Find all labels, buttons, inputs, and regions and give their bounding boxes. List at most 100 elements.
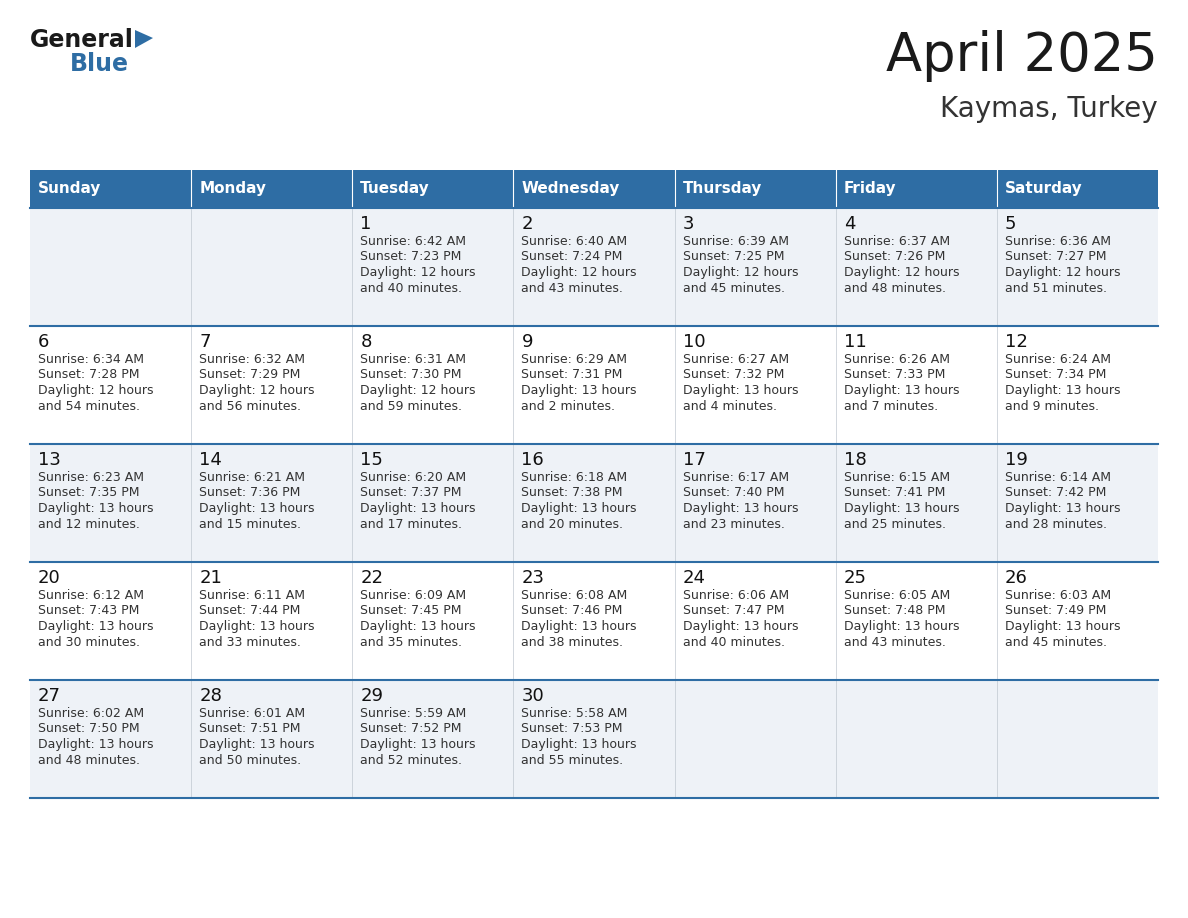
Text: and 45 minutes.: and 45 minutes. xyxy=(683,282,784,295)
Text: Sunrise: 6:27 AM: Sunrise: 6:27 AM xyxy=(683,353,789,366)
Text: Sunset: 7:33 PM: Sunset: 7:33 PM xyxy=(843,368,946,382)
Text: Daylight: 13 hours: Daylight: 13 hours xyxy=(38,620,153,633)
Text: and 55 minutes.: and 55 minutes. xyxy=(522,754,624,767)
Text: 12: 12 xyxy=(1005,333,1028,351)
Text: Sunset: 7:29 PM: Sunset: 7:29 PM xyxy=(200,368,301,382)
Text: and 28 minutes.: and 28 minutes. xyxy=(1005,518,1107,531)
Text: Sunset: 7:23 PM: Sunset: 7:23 PM xyxy=(360,251,462,263)
Bar xyxy=(30,170,191,208)
Text: Sunset: 7:35 PM: Sunset: 7:35 PM xyxy=(38,487,139,499)
Text: Daylight: 13 hours: Daylight: 13 hours xyxy=(843,384,959,397)
Text: 13: 13 xyxy=(38,451,61,469)
Text: 7: 7 xyxy=(200,333,210,351)
Text: Daylight: 12 hours: Daylight: 12 hours xyxy=(843,266,959,279)
Text: General: General xyxy=(30,28,134,52)
Text: Daylight: 13 hours: Daylight: 13 hours xyxy=(522,502,637,515)
Text: Sunrise: 6:08 AM: Sunrise: 6:08 AM xyxy=(522,589,627,602)
Text: 5: 5 xyxy=(1005,215,1017,233)
Text: Sunset: 7:31 PM: Sunset: 7:31 PM xyxy=(522,368,623,382)
Text: 28: 28 xyxy=(200,687,222,705)
Text: Sunset: 7:53 PM: Sunset: 7:53 PM xyxy=(522,722,623,735)
Text: Blue: Blue xyxy=(70,52,129,76)
Text: and 7 minutes.: and 7 minutes. xyxy=(843,399,937,412)
Text: and 2 minutes.: and 2 minutes. xyxy=(522,399,615,412)
Text: and 51 minutes.: and 51 minutes. xyxy=(1005,282,1107,295)
Text: Daylight: 13 hours: Daylight: 13 hours xyxy=(38,738,153,751)
Text: Sunset: 7:32 PM: Sunset: 7:32 PM xyxy=(683,368,784,382)
Text: Sunrise: 6:12 AM: Sunrise: 6:12 AM xyxy=(38,589,144,602)
Text: and 50 minutes.: and 50 minutes. xyxy=(200,754,302,767)
Text: Wednesday: Wednesday xyxy=(522,182,620,196)
Text: 22: 22 xyxy=(360,569,384,587)
Text: Daylight: 13 hours: Daylight: 13 hours xyxy=(360,502,475,515)
Bar xyxy=(675,170,835,208)
Text: and 40 minutes.: and 40 minutes. xyxy=(360,282,462,295)
Text: 25: 25 xyxy=(843,569,867,587)
Text: Sunrise: 6:02 AM: Sunrise: 6:02 AM xyxy=(38,707,144,720)
Text: 15: 15 xyxy=(360,451,384,469)
Text: and 52 minutes.: and 52 minutes. xyxy=(360,754,462,767)
Text: and 43 minutes.: and 43 minutes. xyxy=(843,635,946,648)
Text: 9: 9 xyxy=(522,333,533,351)
Text: Sunrise: 6:18 AM: Sunrise: 6:18 AM xyxy=(522,471,627,484)
Text: Sunset: 7:27 PM: Sunset: 7:27 PM xyxy=(1005,251,1106,263)
Text: and 43 minutes.: and 43 minutes. xyxy=(522,282,624,295)
Text: and 9 minutes.: and 9 minutes. xyxy=(1005,399,1099,412)
Polygon shape xyxy=(135,30,153,48)
Text: Sunrise: 6:24 AM: Sunrise: 6:24 AM xyxy=(1005,353,1111,366)
Text: Daylight: 12 hours: Daylight: 12 hours xyxy=(38,384,153,397)
Bar xyxy=(30,444,1158,562)
Text: Daylight: 13 hours: Daylight: 13 hours xyxy=(360,738,475,751)
Text: Daylight: 12 hours: Daylight: 12 hours xyxy=(1005,266,1120,279)
Text: 8: 8 xyxy=(360,333,372,351)
Text: Sunset: 7:28 PM: Sunset: 7:28 PM xyxy=(38,368,139,382)
Text: Sunset: 7:26 PM: Sunset: 7:26 PM xyxy=(843,251,946,263)
Text: and 17 minutes.: and 17 minutes. xyxy=(360,518,462,531)
Text: Daylight: 13 hours: Daylight: 13 hours xyxy=(360,620,475,633)
Text: and 20 minutes.: and 20 minutes. xyxy=(522,518,624,531)
Text: Daylight: 12 hours: Daylight: 12 hours xyxy=(683,266,798,279)
Text: April 2025: April 2025 xyxy=(886,30,1158,82)
Text: Daylight: 13 hours: Daylight: 13 hours xyxy=(683,620,798,633)
Text: and 12 minutes.: and 12 minutes. xyxy=(38,518,140,531)
Text: Sunset: 7:37 PM: Sunset: 7:37 PM xyxy=(360,487,462,499)
Text: Sunrise: 6:31 AM: Sunrise: 6:31 AM xyxy=(360,353,466,366)
Text: Sunrise: 6:34 AM: Sunrise: 6:34 AM xyxy=(38,353,144,366)
Text: Sunrise: 6:40 AM: Sunrise: 6:40 AM xyxy=(522,235,627,248)
Text: 16: 16 xyxy=(522,451,544,469)
Text: 24: 24 xyxy=(683,569,706,587)
Text: Sunrise: 6:26 AM: Sunrise: 6:26 AM xyxy=(843,353,949,366)
Text: 3: 3 xyxy=(683,215,694,233)
Text: Sunrise: 6:39 AM: Sunrise: 6:39 AM xyxy=(683,235,789,248)
Bar xyxy=(353,170,513,208)
Text: Sunset: 7:45 PM: Sunset: 7:45 PM xyxy=(360,604,462,618)
Text: Daylight: 13 hours: Daylight: 13 hours xyxy=(522,384,637,397)
Text: Friday: Friday xyxy=(843,182,896,196)
Text: Daylight: 13 hours: Daylight: 13 hours xyxy=(200,738,315,751)
Text: Daylight: 13 hours: Daylight: 13 hours xyxy=(683,502,798,515)
Text: Sunrise: 6:37 AM: Sunrise: 6:37 AM xyxy=(843,235,950,248)
Text: Sunset: 7:40 PM: Sunset: 7:40 PM xyxy=(683,487,784,499)
Text: and 33 minutes.: and 33 minutes. xyxy=(200,635,301,648)
Text: Sunrise: 6:15 AM: Sunrise: 6:15 AM xyxy=(843,471,950,484)
Text: Daylight: 12 hours: Daylight: 12 hours xyxy=(200,384,315,397)
Bar xyxy=(30,326,1158,444)
Text: 29: 29 xyxy=(360,687,384,705)
Text: Thursday: Thursday xyxy=(683,182,762,196)
Text: Sunrise: 5:58 AM: Sunrise: 5:58 AM xyxy=(522,707,627,720)
Text: Sunset: 7:50 PM: Sunset: 7:50 PM xyxy=(38,722,140,735)
Text: Sunset: 7:52 PM: Sunset: 7:52 PM xyxy=(360,722,462,735)
Bar xyxy=(513,170,675,208)
Text: 23: 23 xyxy=(522,569,544,587)
Text: Sunrise: 6:11 AM: Sunrise: 6:11 AM xyxy=(200,589,305,602)
Text: and 4 minutes.: and 4 minutes. xyxy=(683,399,777,412)
Bar xyxy=(191,170,353,208)
Text: and 54 minutes.: and 54 minutes. xyxy=(38,399,140,412)
Text: and 15 minutes.: and 15 minutes. xyxy=(200,518,301,531)
Text: Daylight: 13 hours: Daylight: 13 hours xyxy=(522,620,637,633)
Text: Sunrise: 6:29 AM: Sunrise: 6:29 AM xyxy=(522,353,627,366)
Text: Daylight: 13 hours: Daylight: 13 hours xyxy=(200,620,315,633)
Text: and 35 minutes.: and 35 minutes. xyxy=(360,635,462,648)
Text: Sunrise: 6:14 AM: Sunrise: 6:14 AM xyxy=(1005,471,1111,484)
Text: Sunset: 7:47 PM: Sunset: 7:47 PM xyxy=(683,604,784,618)
